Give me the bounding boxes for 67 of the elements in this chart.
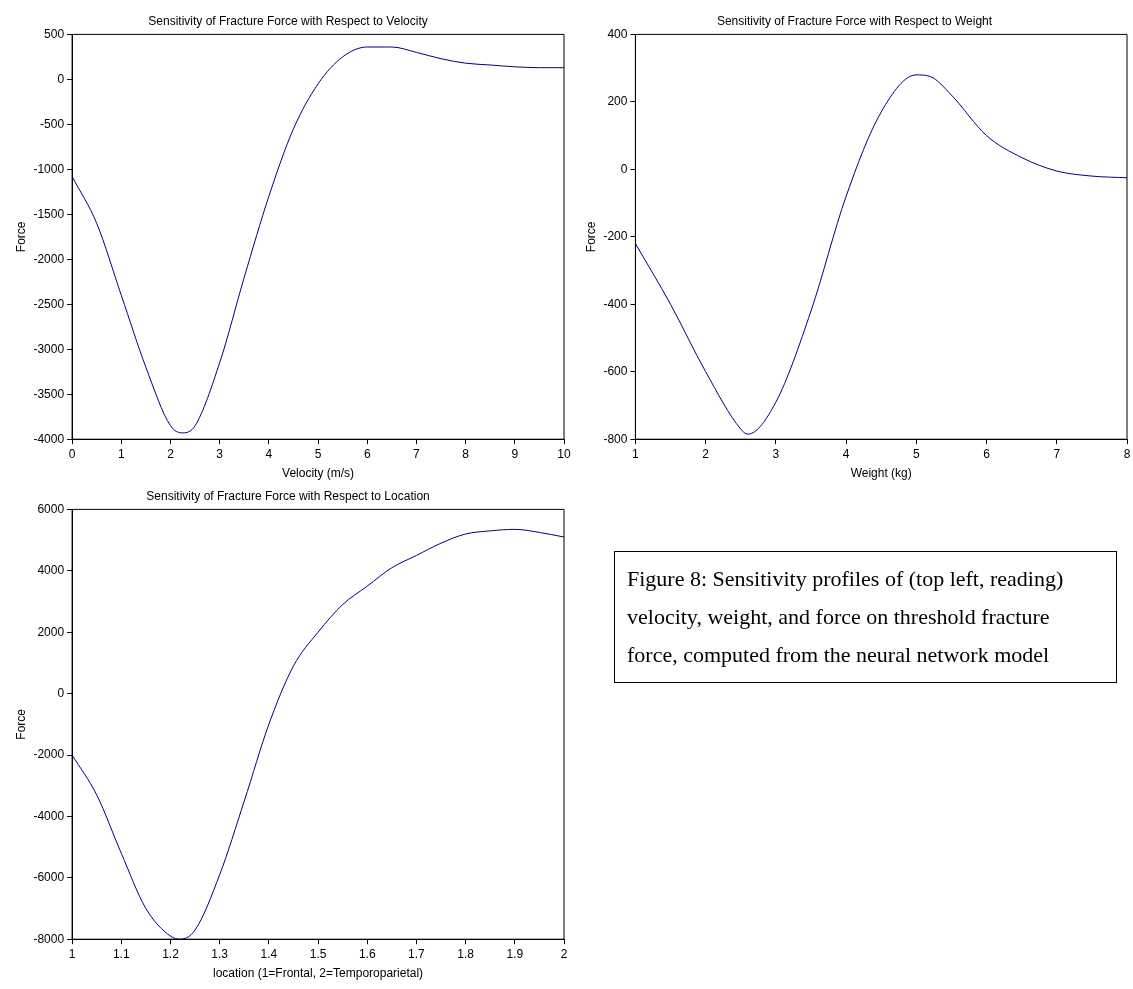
x-tick-label: 5 [314,446,322,461]
x-tick-label: 8 [1123,446,1131,461]
y-tick-label: 200 [607,94,628,109]
x-axis-title: Velocity (m/s) [282,466,355,481]
x-tick-label: 0 [68,446,76,461]
y-tick-label: -8000 [33,931,65,946]
x-tick-label: 1 [68,946,76,961]
y-tick-label: 0 [57,71,65,86]
y-tick-label: -3500 [33,386,65,401]
x-tick-label: 10 [557,446,571,461]
y-axis-title: Force [583,221,598,253]
y-tick-label: 6000 [37,501,65,516]
x-tick-label: 1.9 [506,946,524,961]
x-tick-label: 1 [632,446,640,461]
y-tick-label: -200 [603,229,628,244]
y-tick-label: -3000 [33,341,65,356]
x-tick-label: 2 [167,446,175,461]
x-axis-title: location (1=Frontal, 2=Temporoparietal) [212,966,424,981]
y-tick-label: 400 [607,26,628,41]
y-tick-label: 4000 [37,563,65,578]
x-tick-label: 1.1 [112,946,130,961]
y-tick-label: -2500 [33,296,65,311]
y-tick-label: 500 [44,26,65,41]
x-tick-label: 1.7 [408,946,426,961]
y-axis-title: Force [13,221,28,253]
y-tick-label: -6000 [33,870,65,885]
line-series [72,46,564,434]
x-tick-label: 4 [842,446,850,461]
y-tick-label: -4000 [33,808,65,823]
y-axis-title: Force [13,708,28,740]
x-tick-label: 1.4 [260,946,278,961]
x-tick-label: 8 [462,446,470,461]
x-tick-label: 7 [1053,446,1061,461]
y-tick-label: -4000 [33,431,65,446]
x-tick-label: 4 [265,446,273,461]
y-tick-label: -2000 [33,251,65,266]
x-tick-label: 1.3 [211,946,229,961]
line-series [635,74,1127,435]
chart-title: Sensitivity of Fracture Force with Respect to Velocity [148,13,428,28]
y-tick-label: 2000 [37,624,65,639]
x-tick-label: 1.2 [162,946,180,961]
y-tick-label: -400 [603,296,628,311]
y-tick-label: -1000 [33,161,65,176]
x-tick-label: 2 [702,446,710,461]
x-tick-label: 9 [511,446,519,461]
y-tick-label: -800 [603,431,628,446]
x-tick-label: 3 [216,446,224,461]
y-tick-label: -1500 [33,206,65,221]
chart-title: Sensitivity of Fracture Force with Respect to Location [146,488,430,503]
x-tick-label: 7 [413,446,421,461]
caption: Figure 8: Sensitivity profiles of (top left, reading) velocity, weight, and force on threshold fracture force, computed from the neural network model [627,565,1065,669]
y-tick-label: -600 [603,364,628,379]
x-tick-label: 2 [560,946,568,961]
chart-title: Sensitivity of Fracture Force with Respect to Weight [716,13,993,28]
x-axis-title: Weight (kg) [850,466,912,481]
x-tick-label: 6 [363,446,371,461]
x-tick-label: 1 [117,446,125,461]
x-tick-label: 6 [983,446,991,461]
x-tick-label: 1.5 [309,946,327,961]
x-tick-label: 3 [772,446,780,461]
x-tick-label: 1.6 [358,946,376,961]
y-tick-label: 0 [620,161,628,176]
y-tick-label: -2000 [33,747,65,762]
y-tick-label: -500 [40,116,65,131]
y-tick-label: 0 [57,685,65,700]
x-tick-label: 5 [912,446,920,461]
x-tick-label: 1.8 [457,946,475,961]
